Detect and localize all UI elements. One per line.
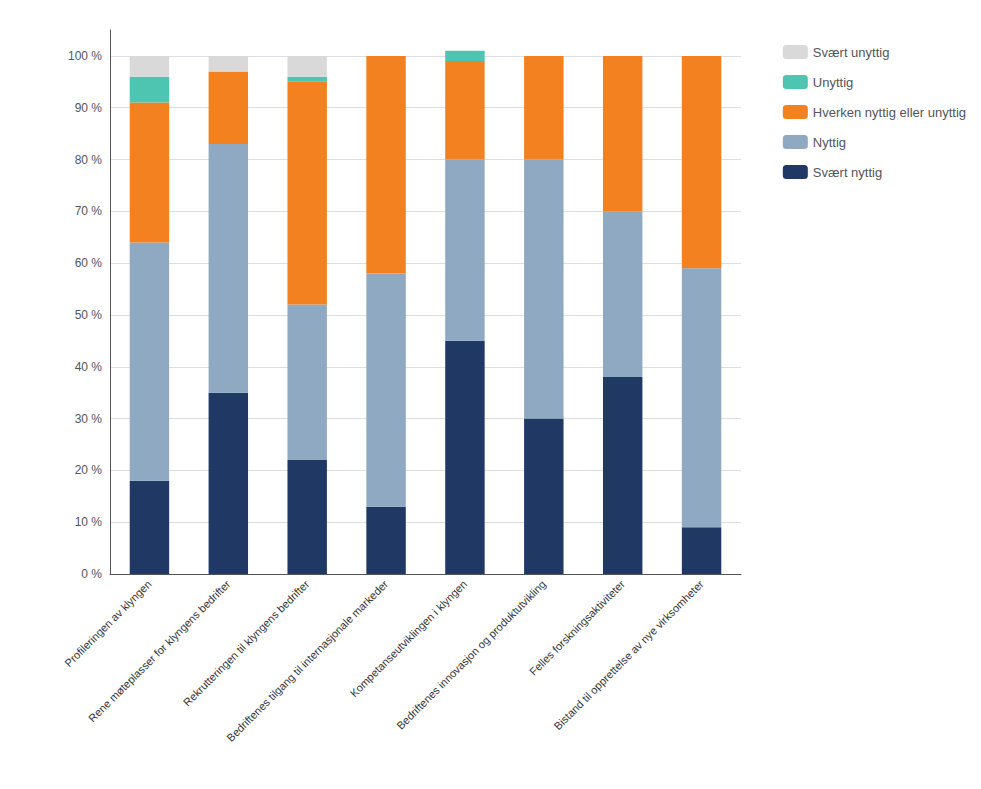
svg-text:Bedriftenes innovasjon og prod: Bedriftenes innovasjon og produktutvikli…	[394, 578, 548, 732]
svg-text:Rene møteplasser for klyngens: Rene møteplasser for klyngens bedrifter	[86, 578, 233, 725]
svg-text:60 %: 60 %	[75, 256, 103, 270]
svg-text:Unyttig: Unyttig	[813, 75, 853, 90]
svg-text:Bistand til opprettelse av nye: Bistand til opprettelse av nye virksomhe…	[551, 578, 706, 733]
svg-text:30 %: 30 %	[75, 412, 103, 426]
svg-text:50 %: 50 %	[75, 308, 103, 322]
svg-text:20 %: 20 %	[75, 463, 103, 477]
svg-text:Kompetanseutviklingen i klynge: Kompetanseutviklingen i klyngen	[347, 577, 470, 700]
svg-text:Svært nyttig: Svært nyttig	[813, 165, 882, 180]
svg-text:Bedriftenes tilgang til intern: Bedriftenes tilgang til internasjonale m…	[224, 578, 390, 744]
svg-text:Nyttig: Nyttig	[813, 135, 846, 150]
svg-text:70 %: 70 %	[75, 204, 103, 218]
svg-text:100 %: 100 %	[68, 49, 102, 63]
svg-text:80 %: 80 %	[75, 153, 103, 167]
svg-text:90 %: 90 %	[75, 101, 103, 115]
svg-text:Hverken nyttig eller unyttig: Hverken nyttig eller unyttig	[813, 105, 966, 120]
svg-text:Felles forskningsaktiviteter: Felles forskningsaktiviteter	[526, 577, 627, 678]
svg-text:Svært unyttig: Svært unyttig	[813, 45, 890, 60]
svg-text:10 %: 10 %	[75, 515, 103, 529]
svg-text:Profileringen av klyngen: Profileringen av klyngen	[62, 578, 153, 669]
svg-text:Rekrutteringen til klyngens be: Rekrutteringen til klyngens bedrifter	[181, 578, 312, 709]
svg-text:0 %: 0 %	[81, 567, 102, 581]
svg-text:40 %: 40 %	[75, 360, 103, 374]
